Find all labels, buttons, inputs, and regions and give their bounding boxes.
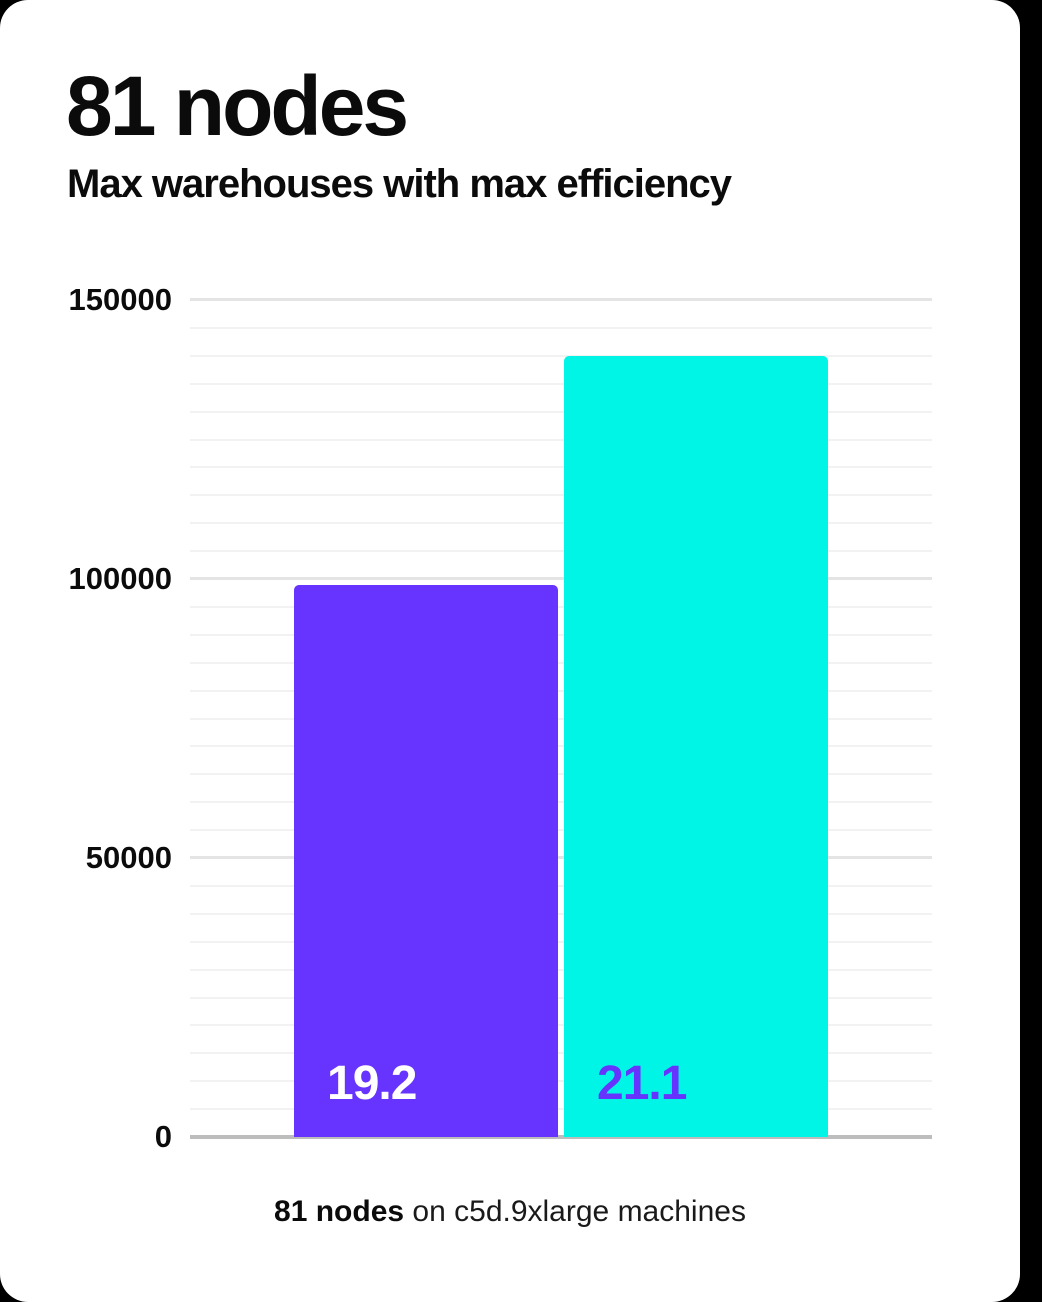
x-axis-line	[190, 1135, 932, 1139]
minor-gridline	[190, 940, 932, 943]
chart-caption: 81 nodes on c5d.9xlarge machines	[0, 1190, 1020, 1234]
minor-gridline	[190, 466, 932, 469]
major-gridline	[190, 298, 932, 301]
y-axis-tick-label: 100000	[68, 561, 172, 596]
bar-label: 19.2	[327, 1057, 417, 1110]
minor-gridline	[190, 633, 932, 636]
minor-gridline	[190, 717, 932, 720]
page-title: 81 nodes	[66, 59, 409, 153]
minor-gridline	[190, 745, 932, 748]
y-axis-tick-label: 0	[154, 1119, 172, 1154]
minor-gridline	[190, 494, 932, 497]
plot-area: 19.2 21.1	[190, 298, 932, 1139]
minor-gridline	[190, 801, 932, 804]
minor-gridline	[190, 1080, 932, 1083]
minor-gridline	[190, 996, 932, 999]
caption-regular-text: on c5d.9xlarge machines	[404, 1195, 746, 1228]
bar-21.1: 21.1	[564, 355, 828, 1137]
major-gridline	[190, 856, 932, 859]
minor-gridline	[190, 689, 932, 692]
minor-gridline	[190, 1108, 932, 1111]
minor-gridline	[190, 661, 932, 664]
minor-gridline	[190, 884, 932, 887]
minor-gridline	[190, 773, 932, 776]
caption-bold-text: 81 nodes	[274, 1195, 405, 1228]
minor-gridline	[190, 354, 932, 357]
minor-gridline	[190, 912, 932, 915]
chart-card: 81 nodes Max warehouses with max efficie…	[0, 0, 1020, 1302]
y-axis-tick-label: 150000	[68, 282, 172, 317]
major-gridline	[190, 577, 932, 580]
minor-gridline	[190, 410, 932, 413]
y-axis-tick-label: 50000	[85, 840, 172, 875]
bar-19.2: 19.2	[294, 584, 558, 1137]
page-subtitle: Max warehouses with max efficiency	[67, 162, 732, 206]
minor-gridline	[190, 550, 932, 553]
minor-gridline	[190, 968, 932, 971]
minor-gridline	[190, 1052, 932, 1055]
minor-gridline	[190, 522, 932, 525]
minor-gridline	[190, 605, 932, 608]
minor-gridline	[190, 1024, 932, 1027]
minor-gridline	[190, 326, 932, 329]
bar-label: 21.1	[597, 1057, 687, 1110]
minor-gridline	[190, 438, 932, 441]
minor-gridline	[190, 829, 932, 832]
minor-gridline	[190, 382, 932, 385]
